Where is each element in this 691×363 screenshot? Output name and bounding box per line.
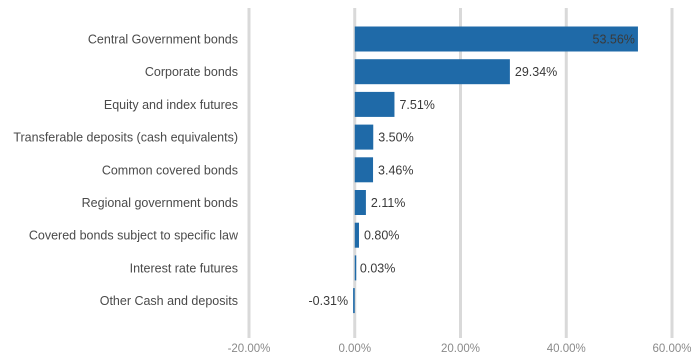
category-label: Interest rate futures xyxy=(130,261,238,275)
category-label: Central Government bonds xyxy=(88,33,238,47)
bar xyxy=(353,288,355,314)
value-label: 29.34% xyxy=(515,65,557,79)
bar xyxy=(354,255,357,281)
bar xyxy=(354,26,638,52)
value-label: 2.11% xyxy=(371,196,406,210)
bar xyxy=(354,91,395,117)
x-tick-label: 60.00% xyxy=(652,343,691,355)
x-tick-label: 40.00% xyxy=(547,343,586,355)
x-axis-tick-labels: -20.00% 0.00% 20.00% 40.00% 60.00% xyxy=(228,343,691,355)
bar xyxy=(354,157,374,183)
x-tick-label: -20.00% xyxy=(228,343,271,355)
category-label: Other Cash and deposits xyxy=(100,294,238,308)
category-label: Common covered bonds xyxy=(102,163,238,177)
category-label: Equity and index futures xyxy=(104,98,238,112)
x-tick-label: 0.00% xyxy=(338,343,371,355)
category-label: Corporate bonds xyxy=(145,65,238,79)
category-labels: Central Government bonds Corporate bonds E… xyxy=(13,33,239,309)
value-label: 3.46% xyxy=(378,163,413,177)
category-label: Regional government bonds xyxy=(82,196,238,210)
category-label: Transferable deposits (cash equivalents) xyxy=(13,131,238,145)
value-label: 53.56% xyxy=(593,33,635,47)
bar xyxy=(354,59,510,85)
value-label: -0.31% xyxy=(309,294,349,308)
value-label: 7.51% xyxy=(399,98,434,112)
bar xyxy=(354,222,359,248)
value-label: 0.80% xyxy=(364,229,399,243)
bars xyxy=(353,26,638,314)
bar xyxy=(354,124,374,150)
x-tick-label: 20.00% xyxy=(441,343,480,355)
value-label: 3.50% xyxy=(378,131,413,145)
gridlines xyxy=(247,8,674,338)
bar xyxy=(354,190,366,215)
value-label: 0.03% xyxy=(360,261,395,275)
category-label: Covered bonds subject to specific law xyxy=(29,229,239,243)
value-labels: 53.56% 29.34% 7.51% 3.50% 3.46% 2.11% 0.80% 0.0… xyxy=(309,33,635,309)
